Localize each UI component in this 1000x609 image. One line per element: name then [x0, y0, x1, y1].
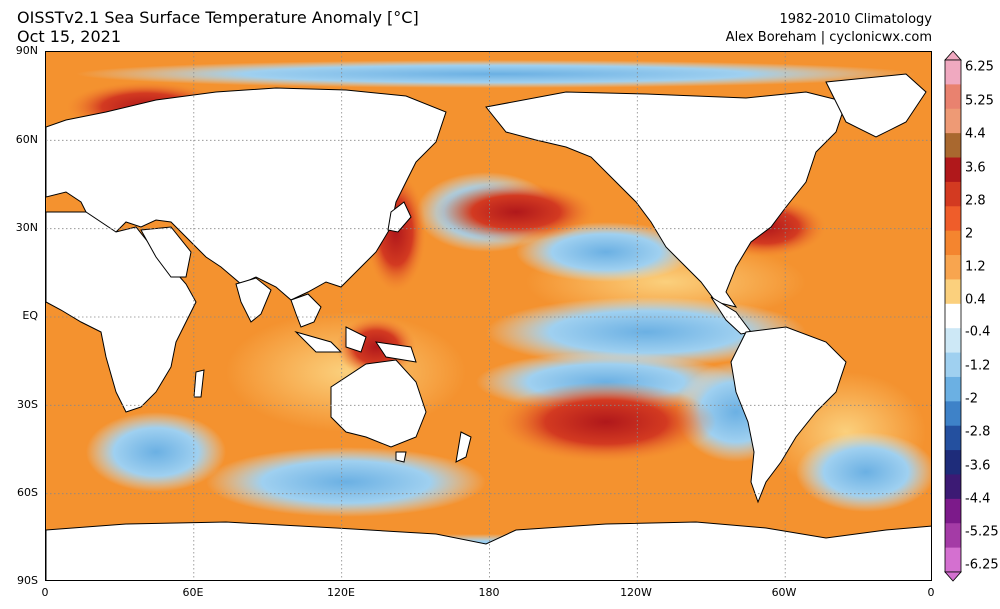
lat-label-60n: 60N: [15, 133, 38, 146]
lon-label-60e: 60E: [182, 586, 204, 599]
antarctica: [46, 521, 931, 580]
colorbar-segment: [945, 279, 961, 305]
lon-label-0-west: 0: [41, 586, 49, 599]
lat-label-30s: 30S: [17, 398, 38, 411]
africa: [46, 211, 197, 413]
indonesia-b: [345, 326, 367, 353]
title-block: OISSTv2.1 Sea Surface Temperature Anomal…: [17, 8, 419, 46]
colorbar-label: -5.25: [965, 524, 999, 540]
colorbar-segment: [945, 133, 961, 159]
new-guinea: [374, 341, 417, 363]
lon-label-60w: 60W: [771, 586, 797, 599]
colorbar-label: 6.25: [965, 59, 994, 75]
cool-patch: [86, 412, 226, 492]
map-title: OISSTv2.1 Sea Surface Temperature Anomal…: [17, 8, 419, 27]
lat-label-60s: 60S: [17, 486, 38, 499]
north-america: [485, 91, 847, 308]
cool-patch: [76, 60, 916, 88]
credit-label: Alex Boreham | cyclonicwx.com: [725, 30, 932, 45]
colorbar-segment: [945, 328, 961, 354]
lat-label-eq: EQ: [22, 309, 38, 322]
graticule: [46, 52, 931, 580]
colorbar-label: 2.8: [965, 193, 986, 209]
sst-anomaly-map: [45, 51, 932, 581]
southeast-asia: [290, 293, 322, 328]
lat-label-30n: 30N: [15, 221, 38, 234]
japan: [387, 201, 412, 233]
colorbar-segment: [945, 352, 961, 378]
lon-label-0-east: 0: [927, 586, 935, 599]
warm-patch: [436, 182, 596, 242]
warm-patch: [496, 382, 716, 462]
greenland: [825, 73, 927, 138]
tasmania: [395, 451, 407, 463]
south-america: [730, 326, 847, 504]
colorbar-label: -6.25: [965, 557, 999, 573]
map-canvas: [46, 52, 931, 580]
colorbar-lower-arrow: [944, 571, 962, 582]
colorbar-segment: [945, 181, 961, 207]
colorbar-segment: [945, 450, 961, 475]
arabia: [140, 226, 192, 278]
colorbar-segment: [945, 425, 961, 451]
australia: [330, 359, 427, 448]
colorbar-segment: [945, 498, 961, 524]
map-date: Oct 15, 2021: [17, 27, 121, 46]
colorbar-upper-arrow: [944, 50, 962, 61]
new-zealand: [455, 431, 472, 463]
colorbar-segment: [945, 547, 961, 573]
colorbar-label: -4.4: [965, 491, 991, 507]
colorbar-label: 5.25: [965, 93, 994, 109]
colorbar-segment: [945, 401, 961, 427]
colorbar-label: 0.4: [965, 292, 986, 308]
colorbar-segment: [945, 84, 961, 110]
india: [235, 277, 272, 323]
colorbar-segment: [945, 303, 961, 329]
lon-label-120w: 120W: [620, 586, 652, 599]
eurasia: [46, 87, 447, 301]
colorbar-segment: [945, 60, 961, 85]
colorbar-segment: [945, 206, 961, 232]
colorbar: [944, 50, 962, 582]
cool-patch: [516, 222, 696, 282]
lat-label-90n: 90N: [15, 44, 38, 57]
colorbar-segment: [945, 523, 961, 549]
colorbar-label: 2: [965, 226, 974, 242]
colorbar-segment: [945, 157, 961, 183]
indonesia-a: [294, 330, 343, 353]
colorbar-label: -2: [965, 391, 978, 407]
colorbar-label: -0.4: [965, 324, 991, 340]
colorbar-label: 3.6: [965, 160, 986, 176]
madagascar: [193, 369, 205, 398]
cool-patch: [796, 432, 931, 512]
land-masses: [46, 73, 931, 580]
colorbar-segment: [945, 474, 961, 500]
colorbar-label: -1.2: [965, 358, 991, 374]
lat-label-90s: 90S: [17, 574, 38, 587]
climatology-label: 1982-2010 Climatology: [779, 12, 932, 27]
colorbar-segment: [945, 376, 961, 402]
lon-label-120e: 120E: [327, 586, 355, 599]
cool-patch: [206, 447, 486, 517]
colorbar-label: -2.8: [965, 424, 991, 440]
colorbar-label: -3.6: [965, 458, 991, 474]
colorbar-label: 4.4: [965, 126, 986, 142]
colorbar-segment: [945, 255, 961, 280]
colorbar-label: 1.2: [965, 259, 986, 275]
lon-label-180: 180: [478, 586, 500, 599]
colorbar-segment: [945, 230, 961, 256]
credit-block: 1982-2010 Climatology Alex Boreham | cyc…: [726, 11, 932, 47]
colorbar-segment: [945, 108, 961, 134]
